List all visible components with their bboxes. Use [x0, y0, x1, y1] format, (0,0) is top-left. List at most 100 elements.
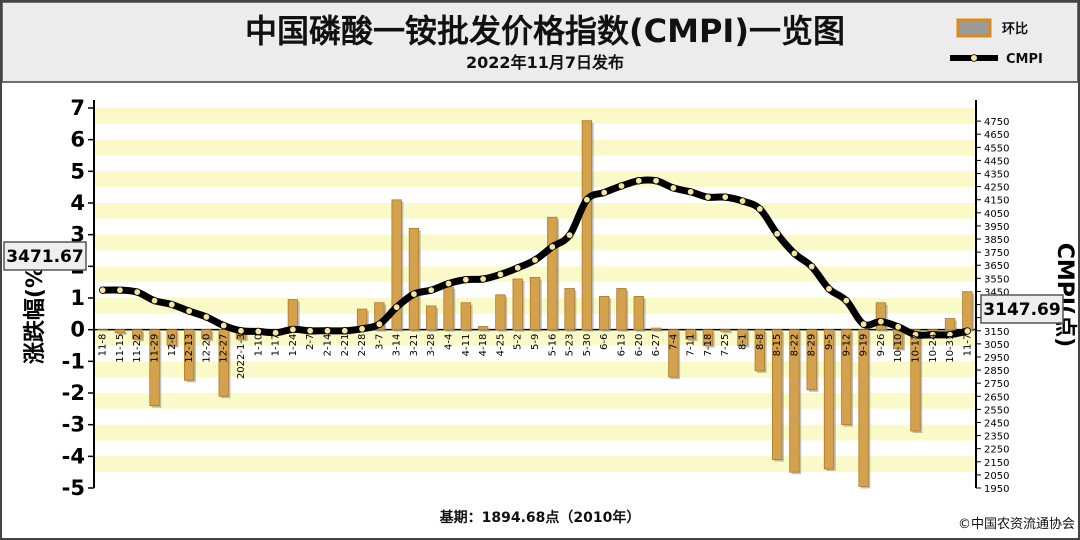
- x-tick-label: 9-12: [841, 334, 852, 357]
- cmpi-point: [185, 307, 193, 315]
- y-tick-label: -4: [62, 444, 85, 468]
- cmpi-point: [306, 327, 314, 335]
- x-tick-label: 5-16: [547, 334, 558, 357]
- grid-band: [94, 187, 976, 203]
- x-tick-label: 12-6: [167, 334, 178, 357]
- bar: [529, 277, 541, 331]
- y2-tick-label: 3750: [984, 248, 1009, 259]
- y2-tick-label: 3050: [984, 340, 1009, 351]
- x-tick-label: 8-22: [789, 334, 800, 357]
- cmpi-point: [220, 321, 228, 330]
- y2-tick-label: 4150: [984, 196, 1009, 207]
- bar: [910, 329, 921, 432]
- copyright-note: ©中国农资流通协会: [958, 517, 1075, 532]
- y2-tick-label: 1950: [984, 484, 1009, 495]
- chart-subtitle: 2022年11月7日发布: [466, 53, 624, 72]
- y-tick-label: 1: [70, 286, 85, 310]
- x-tick-label: 6-20: [634, 334, 645, 357]
- x-tick-label: 4-18: [478, 334, 489, 357]
- cmpi-point: [254, 327, 262, 336]
- y-tick-label: 6: [70, 128, 85, 152]
- legend-bar-swatch: [956, 18, 992, 38]
- bar: [789, 329, 800, 473]
- cmpi-point: [565, 231, 574, 239]
- bar: [114, 329, 126, 334]
- bar-series: [97, 120, 975, 489]
- legend-line-marker: [970, 54, 978, 62]
- cmpi-point: [877, 317, 885, 326]
- x-tick-label: 7-4: [668, 334, 679, 350]
- cmpi-point: [963, 327, 972, 335]
- cmpi-point: [358, 325, 366, 333]
- cmpi-point: [704, 193, 712, 201]
- y-tick-label: -1: [62, 349, 85, 373]
- bar: [806, 329, 817, 391]
- cmpi-point: [721, 193, 729, 201]
- bar-shadow: [653, 330, 663, 332]
- x-tick-label: 4-4: [444, 334, 455, 350]
- x-tick-label: 3-7: [374, 334, 385, 350]
- grid-band: [94, 456, 976, 473]
- y2-tick-label: 4450: [984, 156, 1009, 167]
- bar: [599, 296, 610, 331]
- x-tick-label: 9-5: [824, 334, 835, 350]
- x-tick-label: 11-15: [115, 334, 126, 363]
- x-tick-label: 11-7: [962, 334, 973, 357]
- x-tick-label: 11-8: [98, 334, 109, 357]
- y2-tick-label: 2550: [984, 405, 1009, 416]
- bar: [858, 329, 869, 487]
- x-tick-label: 8-29: [807, 334, 818, 357]
- y2-tick-label: 2350: [984, 432, 1009, 443]
- bar: [564, 288, 575, 331]
- grid-band: [94, 440, 976, 457]
- cmpi-point: [427, 286, 435, 294]
- cmpi-point: [323, 327, 332, 335]
- legend-bar-label: 环比: [1002, 21, 1028, 37]
- callout-right-box: [980, 294, 1064, 324]
- x-tick-label: 7-25: [720, 334, 731, 357]
- bar-shadow: [722, 331, 732, 334]
- header-box: [1, 1, 1079, 83]
- grid-band: [94, 139, 976, 156]
- bar: [391, 199, 402, 331]
- cmpi-point: [410, 290, 418, 298]
- grid-band: [94, 266, 976, 283]
- y2-tick-label: 4550: [984, 143, 1009, 154]
- cmpi-point: [859, 320, 868, 328]
- x-tick-label: 11-29: [150, 334, 161, 363]
- x-tick-label: 12-27: [219, 334, 230, 363]
- grid-band: [94, 472, 976, 488]
- y-tick-label: -3: [62, 413, 85, 437]
- bar: [650, 327, 662, 331]
- cmpi-point: [341, 327, 349, 335]
- x-tick-label: 1-10: [253, 334, 264, 357]
- bar: [581, 120, 593, 331]
- grid-band: [94, 424, 976, 441]
- bar: [737, 329, 748, 346]
- bar: [962, 291, 973, 331]
- cmpi-point: [548, 243, 556, 251]
- cmpi-point: [289, 325, 297, 334]
- y2-tick-label: 4350: [984, 170, 1009, 181]
- x-tick-label: 10-24: [928, 334, 939, 363]
- cmpi-point: [444, 279, 453, 288]
- bar: [875, 302, 887, 331]
- x-tick-label: 12-20: [201, 334, 212, 363]
- x-tick-label: 11-22: [132, 334, 143, 363]
- y-tick-label: 3: [70, 223, 85, 247]
- grid-band: [94, 408, 976, 425]
- cmpi-point: [150, 296, 159, 305]
- cmpi-point: [462, 275, 470, 284]
- y2-tick-label: 4750: [984, 117, 1009, 128]
- cmpi-point: [583, 196, 591, 204]
- bar-shadow: [117, 331, 127, 335]
- x-tick-label: 6-13: [616, 334, 627, 357]
- x-tick-label: 7-18: [703, 334, 714, 357]
- x-tick-label: 4-11: [461, 334, 472, 357]
- bar: [408, 227, 420, 331]
- cmpi-point: [202, 313, 211, 321]
- bar: [616, 288, 627, 331]
- y2-tick-label: 3950: [984, 222, 1009, 233]
- y-axis-label: 涨跌幅(%): [23, 256, 48, 364]
